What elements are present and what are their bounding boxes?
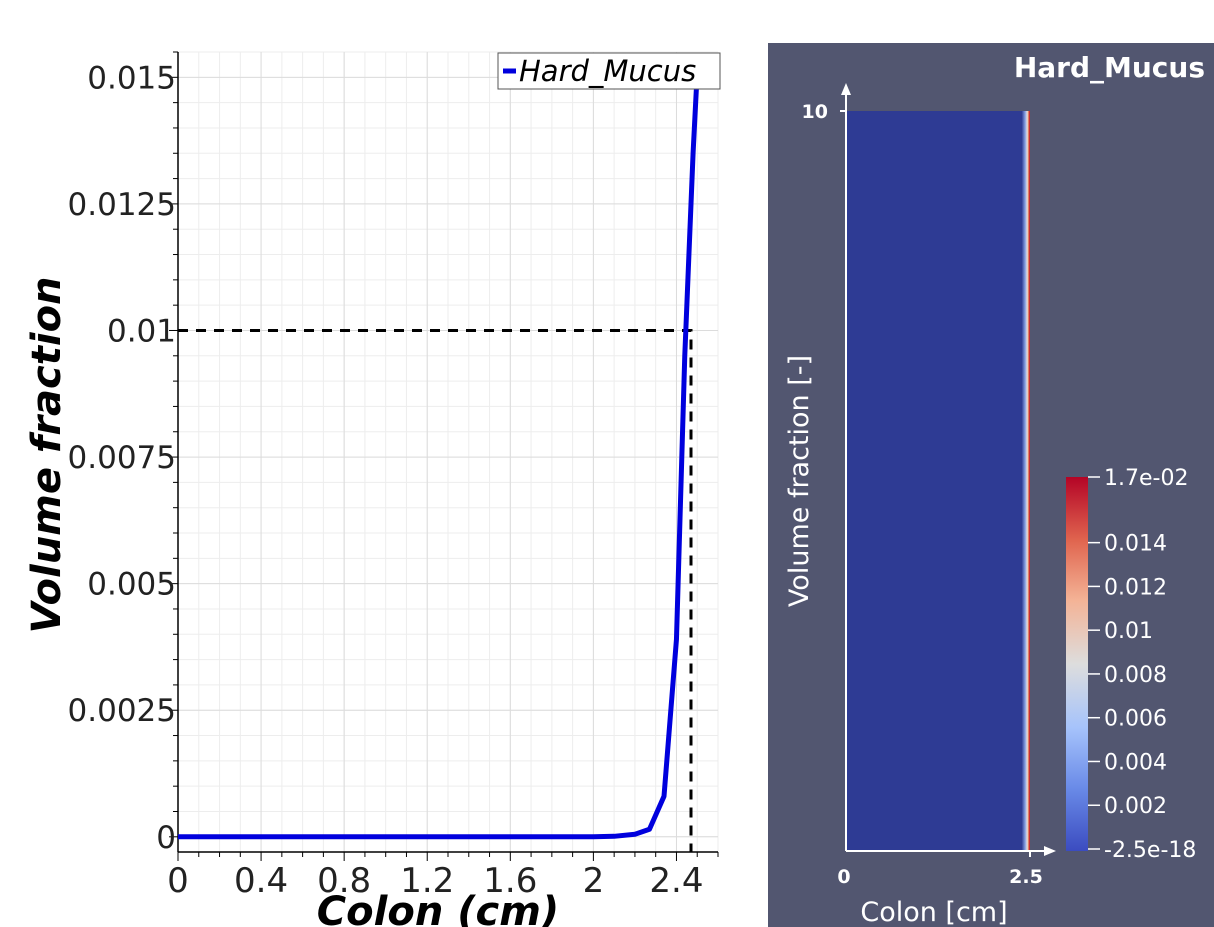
x-tick-label: 1.2 [400, 861, 454, 901]
series-layer [178, 71, 700, 840]
x-tick-label: 1.6 [483, 861, 537, 901]
x-tick-label: 0.8 [317, 861, 371, 901]
x-tick-label: 0.4 [234, 861, 288, 901]
line-chart: 0 0.4 0.8 1.2 1.6 2 2.4 0 0.0025 0.005 0.0075 0.01… [24, 51, 721, 927]
y-tick-label: 0.015 [87, 60, 176, 96]
x-axis-label: Colon (cm) [317, 889, 559, 927]
x-tick-label: 2 [583, 861, 605, 901]
colorbar-min-label: -2.5e-18 [1104, 838, 1196, 863]
legend-label: Hard_Mucus [519, 54, 696, 88]
y-tick-labels: 0 0.0025 0.005 0.0075 0.01 0.0125 0.015 [68, 60, 176, 855]
heatmap-axes [840, 83, 1056, 857]
heatmap-x-tick-label: 2.5 [1009, 866, 1043, 888]
colorbar-tick-label: 0.002 [1104, 794, 1167, 819]
colorbar-ticks: 0.014 0.012 0.01 0.008 0.006 0.004 0.002 [1088, 532, 1167, 819]
legend: Hard_Mucus [497, 52, 721, 90]
y-tick-label: 0.0075 [68, 440, 176, 476]
y-tick-label: 0.0025 [68, 693, 176, 729]
x-tick-labels: 0 0.4 0.8 1.2 1.6 2 2.4 [167, 861, 703, 901]
x-tick-label: 0 [167, 861, 189, 901]
colorbar-tick-label: 0.008 [1104, 663, 1167, 688]
axes [169, 51, 719, 861]
y-tick-label: 0.005 [87, 567, 176, 603]
reference-line [178, 328, 693, 852]
legend-box [497, 52, 721, 90]
colorbar-max-label: 1.7e-02 [1104, 466, 1188, 491]
reference-lines [178, 328, 693, 852]
heatmap-y-tick-label: 10 [802, 101, 828, 123]
heatmap-field [846, 111, 1030, 851]
colorbar-tick-label: 0.01 [1104, 619, 1153, 644]
colorbar-tick-label: 0.006 [1104, 707, 1167, 732]
heatmap-x-axis-label: Colon [cm] [860, 897, 1007, 927]
heatmap-x-tick-label: 0 [837, 866, 850, 888]
grid-lines [177, 51, 719, 852]
heatmap-panel: Hard_Mucus 10 0 2.5 Colon [cm] Volume fr… [768, 43, 1214, 927]
y-tick-label: 0 [156, 820, 176, 856]
series-line-hard-mucus [178, 71, 700, 840]
colorbar-tick-label: 0.012 [1104, 575, 1167, 600]
y-tick-label: 0.0125 [68, 187, 176, 223]
y-tick-label: 0.01 [107, 313, 176, 349]
heatmap-title: Hard_Mucus [1014, 51, 1205, 84]
colorbar: 0.014 0.012 0.01 0.008 0.006 0.004 0.002 1.7e-… [1066, 466, 1196, 863]
colorbar-tick-label: 0.014 [1104, 532, 1167, 557]
x-tick-label: 2.4 [649, 861, 703, 901]
heatmap-chart: Hard_Mucus 10 0 2.5 Colon [cm] Volume fr… [784, 51, 1205, 927]
colorbar-tick-label: 0.004 [1104, 750, 1167, 775]
colorbar-gradient [1066, 477, 1088, 851]
y-axis-label: Volume fraction [24, 276, 70, 633]
heatmap-y-axis-label: Volume fraction [-] [784, 355, 815, 607]
